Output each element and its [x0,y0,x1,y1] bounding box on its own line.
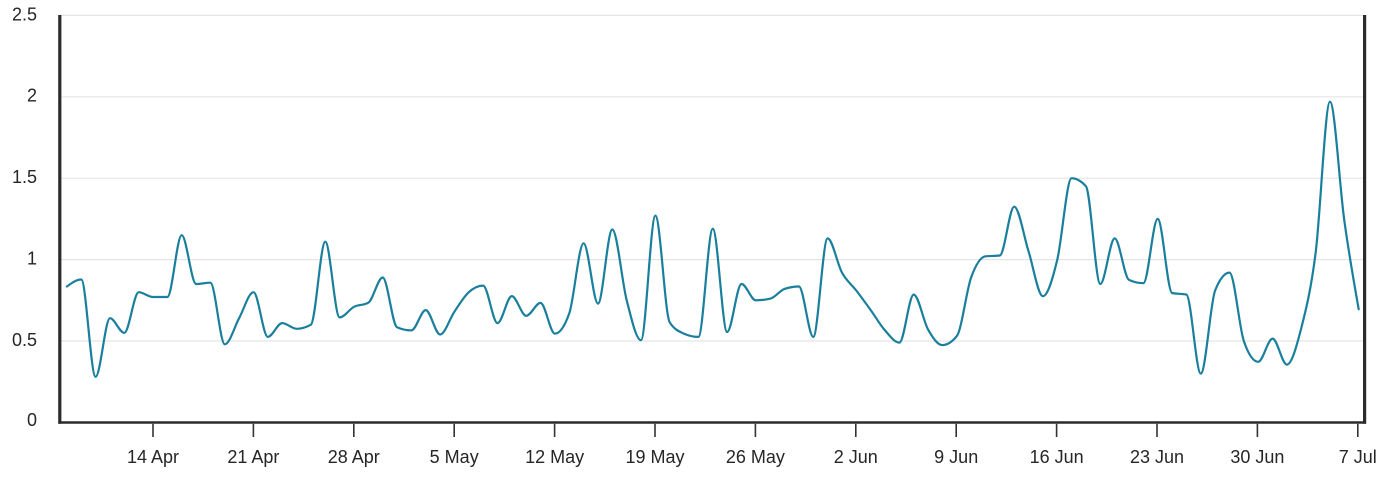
svg-text:12 May: 12 May [525,447,584,467]
svg-text:0.5: 0.5 [12,330,37,350]
svg-text:5 May: 5 May [430,447,479,467]
svg-text:28 Apr: 28 Apr [328,447,380,467]
svg-text:1: 1 [27,249,37,269]
svg-text:2: 2 [27,86,37,106]
svg-text:23 Jun: 23 Jun [1130,447,1184,467]
svg-text:1.5: 1.5 [12,167,37,187]
svg-text:0: 0 [27,410,37,430]
svg-text:2.5: 2.5 [12,4,37,24]
svg-text:16 Jun: 16 Jun [1030,447,1084,467]
svg-text:21 Apr: 21 Apr [227,447,279,467]
svg-text:7 Jul: 7 Jul [1339,447,1377,467]
svg-text:30 Jun: 30 Jun [1230,447,1284,467]
svg-text:19 May: 19 May [625,447,684,467]
svg-text:14 Apr: 14 Apr [127,447,179,467]
svg-text:26 May: 26 May [726,447,785,467]
svg-text:9 Jun: 9 Jun [934,447,978,467]
svg-text:2 Jun: 2 Jun [834,447,878,467]
